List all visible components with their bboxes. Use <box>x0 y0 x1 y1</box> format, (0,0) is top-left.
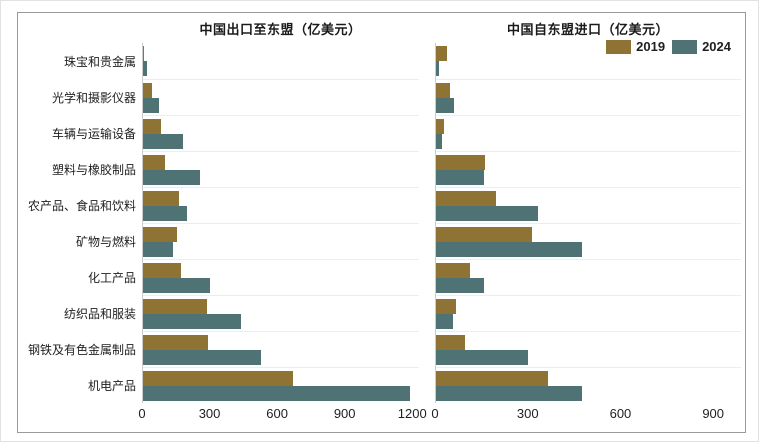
import-chart-plot-area <box>435 43 741 403</box>
bar-2019 <box>143 227 177 242</box>
bar-2024 <box>436 61 440 76</box>
bar-group <box>436 367 741 403</box>
x-axis-tick-label: 600 <box>609 406 632 421</box>
import-chart-x-axis: 0 300 600 900 <box>431 406 741 426</box>
category-label: 矿物与燃料 <box>75 234 136 249</box>
bar-2024 <box>436 386 583 401</box>
bar-2019 <box>143 46 145 61</box>
x-axis-tick-label: 0 <box>431 406 439 421</box>
bar-group <box>143 79 419 115</box>
bar-2019 <box>143 299 207 314</box>
bar-group <box>143 115 419 151</box>
bar-group <box>143 151 419 187</box>
category-label: 纺织品和服装 <box>63 306 136 321</box>
bar-group <box>143 295 419 331</box>
bar-2019 <box>143 191 179 206</box>
bar-group <box>436 115 741 151</box>
bar-2019 <box>143 83 152 98</box>
import-chart: 中国自东盟进口（亿美元） 0 300 600 900 2019 2024 <box>431 13 741 432</box>
bar-group <box>143 367 419 403</box>
bar-group <box>436 187 741 223</box>
category-labels-column: 珠宝和贵金属光学和摄影仪器 车辆与运输设备 塑料与橡胶制品农产品、食品和饮料矿物与燃… <box>18 43 142 403</box>
legend-item-2019: 2019 <box>606 39 665 54</box>
chart-legend: 2019 2024 <box>606 39 731 54</box>
bar-2024 <box>436 242 583 257</box>
bar-2024 <box>436 206 538 221</box>
bar-2019 <box>436 191 497 206</box>
category-label: 机电产品 <box>87 378 136 393</box>
bar-2024 <box>143 170 201 185</box>
x-axis-tick-label: 300 <box>516 406 539 421</box>
bar-2019 <box>143 263 182 278</box>
bar-2019 <box>436 371 549 386</box>
bar-group <box>143 259 419 295</box>
bar-group <box>143 331 419 367</box>
bar-2024 <box>143 242 174 257</box>
x-axis-tick-label: 300 <box>198 406 221 421</box>
bar-2019 <box>143 335 209 350</box>
bar-group <box>436 259 741 295</box>
bar-group <box>143 223 419 259</box>
chart-panel: 珠宝和贵金属光学和摄影仪器 车辆与运输设备 塑料与橡胶制品农产品、食品和饮料矿物与燃… <box>17 12 746 433</box>
category-label: 农产品、食品和饮料 <box>27 198 136 213</box>
legend-label: 2024 <box>702 39 731 54</box>
bar-2024 <box>143 134 184 149</box>
bar-group <box>436 295 741 331</box>
export-chart: 中国出口至东盟（亿美元） 0 300 600 900 1200 <box>138 13 426 432</box>
legend-label: 2019 <box>636 39 666 54</box>
export-chart-plot-area <box>142 43 419 403</box>
bar-2024 <box>143 350 261 365</box>
bar-2024 <box>143 98 159 113</box>
bar-2024 <box>143 278 211 293</box>
legend-item-2024: 2024 <box>672 39 731 54</box>
bar-2019 <box>436 83 450 98</box>
bar-2019 <box>143 371 294 386</box>
bar-2019 <box>436 46 447 61</box>
category-label: 光学和摄影仪器 <box>51 90 136 105</box>
bar-2024 <box>143 206 187 221</box>
bar-2019 <box>436 299 457 314</box>
bar-2019 <box>143 119 161 134</box>
bar-2024 <box>436 278 484 293</box>
bar-2024 <box>436 314 453 329</box>
bar-2024 <box>436 134 443 149</box>
bar-2024 <box>436 350 529 365</box>
legend-swatch-2024 <box>672 39 698 54</box>
export-chart-x-axis: 0 300 600 900 1200 <box>138 406 426 426</box>
x-axis-tick-label: 600 <box>266 406 288 421</box>
bar-2019 <box>143 155 166 170</box>
bar-2024 <box>436 170 484 185</box>
category-label: 化工产品 <box>87 270 136 285</box>
bar-group <box>143 43 419 79</box>
x-axis-tick-label: 0 <box>138 406 146 421</box>
bar-2024 <box>143 386 411 401</box>
category-label: 塑料与橡胶制品 <box>51 162 136 177</box>
bar-2024 <box>143 61 148 76</box>
bar-group <box>143 187 419 223</box>
category-label: 珠宝和贵金属 <box>63 54 136 69</box>
bar-2024 <box>143 314 241 329</box>
bar-2019 <box>436 227 532 242</box>
bar-2019 <box>436 263 470 278</box>
bar-group <box>436 43 741 79</box>
category-label: 车辆与运输设备 <box>51 126 136 141</box>
category-label: 钢铁及有色金属制品 <box>27 342 136 357</box>
bar-group <box>436 223 741 259</box>
bar-2024 <box>436 98 455 113</box>
bar-group <box>436 151 741 187</box>
legend-swatch-2019 <box>606 39 632 54</box>
x-axis-tick-label: 900 <box>702 406 725 421</box>
bar-2019 <box>436 155 486 170</box>
bar-group <box>436 79 741 115</box>
bar-2019 <box>436 119 444 134</box>
bar-group <box>436 331 741 367</box>
import-chart-title: 中国自东盟进口（亿美元） <box>506 22 669 37</box>
export-chart-title: 中国出口至东盟（亿美元） <box>199 22 362 37</box>
bar-2019 <box>436 335 466 350</box>
x-axis-tick-label: 1200 <box>397 406 427 421</box>
x-axis-tick-label: 900 <box>333 406 356 421</box>
